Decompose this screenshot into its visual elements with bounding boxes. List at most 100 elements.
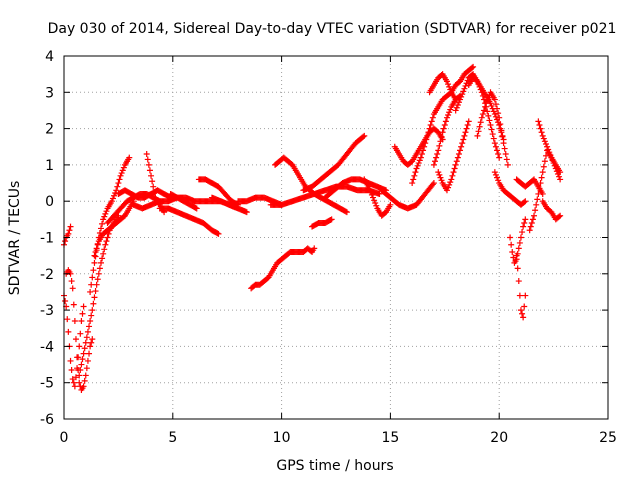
data-point-marker [536, 121, 543, 128]
series-track-37 [535, 118, 564, 176]
data-point-marker [547, 151, 554, 158]
data-point-marker [74, 354, 81, 361]
data-point-marker [469, 64, 475, 71]
data-point-marker [72, 374, 79, 381]
data-point-marker [447, 86, 454, 93]
y-tick-label: -6 [40, 412, 54, 428]
series-track-33 [507, 216, 529, 266]
data-point-marker [411, 172, 418, 179]
data-point-marker [144, 156, 151, 163]
data-point-marker [446, 83, 453, 90]
data-point-marker [533, 201, 540, 208]
data-point-marker [497, 121, 504, 128]
data-point-marker [464, 121, 471, 128]
data-point-marker [479, 111, 486, 118]
data-point-marker [77, 366, 84, 373]
data-point-marker [84, 357, 91, 364]
data-point-marker [376, 190, 383, 197]
data-point-marker [428, 118, 435, 125]
data-point-marker [367, 189, 374, 196]
data-point-marker [455, 99, 462, 106]
data-point-marker [457, 147, 464, 154]
data-point-marker [94, 241, 101, 248]
data-point-marker [426, 125, 433, 132]
data-point-marker [88, 281, 95, 288]
data-point-marker [476, 123, 483, 130]
data-point-marker [96, 265, 103, 272]
data-point-marker [421, 143, 428, 150]
data-point-marker [537, 180, 544, 187]
data-point-marker [410, 176, 417, 183]
data-point-marker [79, 310, 86, 317]
data-point-marker [496, 114, 503, 121]
data-point-marker [446, 181, 453, 188]
data-point-marker [90, 300, 97, 307]
y-tick-label: -2 [40, 267, 54, 283]
data-point-marker [95, 270, 102, 277]
data-point-marker [496, 154, 503, 161]
data-point-marker [514, 265, 521, 272]
y-tick-label: 2 [45, 122, 54, 138]
data-point-marker [500, 140, 507, 147]
series-track-8 [115, 187, 174, 201]
data-point-marker [89, 274, 96, 281]
data-point-marker [491, 96, 498, 103]
data-point-marker [62, 238, 69, 245]
series-track-14 [208, 194, 250, 216]
data-point-marker [77, 330, 84, 337]
data-point-marker [522, 198, 529, 205]
y-tick-label: 4 [45, 49, 54, 65]
data-point-marker [68, 366, 75, 373]
data-point-marker [486, 117, 493, 124]
data-point-marker [517, 234, 524, 241]
data-point-marker [520, 314, 527, 321]
data-point-marker [531, 212, 538, 219]
data-point-marker [445, 81, 452, 88]
data-point-marker [437, 138, 444, 145]
data-point-marker [116, 176, 123, 183]
data-point-marker [80, 383, 87, 390]
data-point-marker [539, 132, 546, 139]
data-point-marker [507, 234, 514, 241]
data-point-marker [67, 357, 74, 364]
data-point-marker [82, 339, 89, 346]
data-point-marker [423, 136, 430, 143]
y-tick-label: -5 [40, 376, 54, 392]
data-point-marker [429, 114, 436, 121]
data-point-marker [120, 164, 127, 171]
data-point-marker [485, 112, 492, 119]
data-point-marker [415, 160, 422, 167]
data-point-marker [214, 230, 221, 237]
y-tick-label: -1 [40, 231, 54, 247]
data-point-marker [460, 136, 467, 143]
data-point-marker [420, 147, 427, 154]
data-point-marker [546, 149, 553, 156]
data-point-marker [422, 140, 429, 147]
data-point-marker [540, 163, 547, 170]
data-markers [61, 63, 564, 393]
data-point-marker [521, 199, 528, 206]
data-point-marker [78, 317, 85, 324]
data-point-marker [65, 328, 72, 335]
data-point-marker [484, 108, 491, 115]
data-point-marker [537, 125, 544, 132]
data-point-marker [494, 147, 501, 154]
data-point-marker [440, 125, 447, 132]
data-point-marker [115, 180, 122, 187]
data-point-marker [62, 298, 69, 305]
data-point-marker [515, 278, 522, 285]
data-point-marker [557, 212, 564, 219]
data-point-marker [545, 146, 552, 153]
y-tick-label: 1 [45, 158, 54, 174]
data-point-marker [368, 191, 375, 198]
data-point-marker [535, 190, 542, 197]
data-point-marker [490, 108, 497, 115]
data-point-marker [86, 350, 93, 357]
data-point-marker [89, 307, 96, 314]
data-point-marker [65, 230, 72, 237]
data-point-marker [148, 172, 155, 179]
data-point-marker [538, 174, 545, 181]
data-point-marker [435, 169, 442, 176]
data-point-marker [443, 187, 450, 194]
